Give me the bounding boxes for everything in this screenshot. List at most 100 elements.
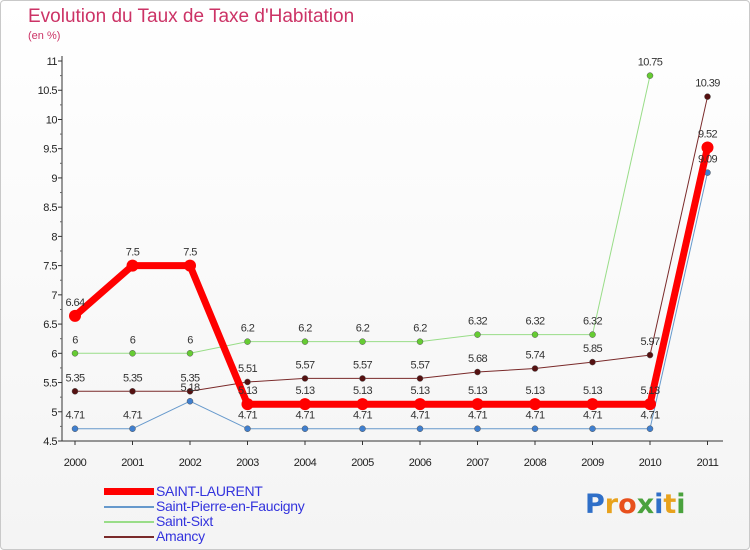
y-tick-label: 9 [51, 173, 57, 185]
data-label: 4.71 [468, 410, 487, 422]
data-label: 4.71 [583, 410, 602, 422]
legend-item: Saint-Sixt [104, 513, 404, 529]
data-label: 6 [187, 334, 193, 346]
legend: SAINT-LAURENT Saint-Pierre-en-Faucigny Sai… [104, 483, 404, 544]
legend-label: SAINT-LAURENT [156, 483, 263, 499]
x-tick-label: 2010 [639, 457, 662, 469]
data-label: 9.09 [698, 154, 717, 166]
data-point-saint-pierre-en-faucigny [531, 425, 539, 432]
series-line-saint-laurent [71, 144, 711, 408]
data-label: 10.75 [638, 57, 663, 69]
data-point-saint-pierre-en-faucigny [71, 425, 79, 432]
data-label: 4.71 [123, 410, 142, 422]
data-label: 5.13 [640, 385, 659, 397]
x-tick-label: 2006 [409, 457, 432, 469]
x-tick-label: 2002 [179, 457, 202, 469]
data-point-amancy [359, 375, 366, 382]
data-point-saint-pierre-en-faucigny [416, 425, 424, 432]
data-point-saint-pierre-en-faucigny [129, 425, 136, 432]
x-tick-label: 2007 [466, 457, 489, 469]
data-point-saint-laurent [471, 398, 484, 411]
data-point-amancy [474, 368, 481, 376]
legend-item: SAINT-LAURENT [104, 483, 404, 499]
data-point-saint-sixt [129, 350, 136, 357]
data-point-saint-pierre-en-faucigny [589, 425, 596, 432]
data-point-saint-sixt [474, 331, 481, 338]
x-tick-label: 2008 [524, 457, 547, 469]
y-tick-label: 6.5 [43, 319, 57, 331]
data-label: 5.13 [295, 385, 314, 397]
data-label: 4.71 [295, 410, 314, 422]
x-tick-label: 2003 [236, 457, 259, 469]
x-tick-label: 2004 [294, 457, 317, 469]
data-point-saint-sixt [301, 338, 309, 345]
y-tick-label: 6 [51, 348, 57, 360]
data-point-saint-laurent [126, 259, 139, 272]
data-point-saint-sixt [646, 72, 654, 79]
data-point-amancy [416, 375, 424, 382]
data-label: 10.39 [695, 78, 720, 90]
data-label: 4.71 [65, 410, 84, 422]
data-label: 6.2 [413, 323, 427, 335]
data-point-saint-laurent [529, 398, 541, 411]
data-label: 5.13 [468, 385, 487, 397]
data-label: 5.35 [65, 372, 84, 384]
data-point-saint-pierre-en-faucigny [646, 425, 654, 432]
data-label: 4.71 [353, 410, 372, 422]
data-point-saint-laurent [701, 141, 714, 154]
data-label: 5.13 [238, 385, 257, 397]
data-label: 4.71 [525, 410, 544, 422]
data-label: 5.57 [295, 359, 314, 371]
y-tick-label: 7.5 [43, 261, 57, 273]
data-label: 7.5 [126, 247, 140, 259]
y-tick-label: 7 [51, 290, 57, 302]
legend-swatch [104, 536, 154, 538]
data-point-amancy [129, 388, 136, 395]
data-point-saint-pierre-en-faucigny [359, 425, 366, 432]
data-label: 7.5 [183, 247, 197, 259]
data-point-saint-laurent [69, 309, 81, 322]
data-label: 4.71 [238, 410, 257, 422]
data-label: 5.97 [640, 336, 659, 348]
data-point-saint-laurent [414, 398, 426, 411]
data-label: 5.85 [583, 343, 602, 355]
data-label: 4.71 [410, 410, 429, 422]
data-label: 5.57 [353, 359, 372, 371]
data-label: 5.68 [468, 353, 487, 365]
y-tick-label: 5.5 [43, 378, 57, 390]
data-point-saint-sixt [244, 338, 251, 345]
data-label: 6.64 [65, 297, 84, 309]
data-label: 6.32 [525, 316, 544, 328]
y-tick-label: 10.5 [38, 85, 58, 97]
data-label: 4.71 [640, 410, 659, 422]
x-tick-label: 2009 [581, 457, 604, 469]
data-label: 5.18 [180, 382, 199, 394]
y-tick-label: 11 [47, 56, 58, 68]
series-line-amancy [74, 96, 708, 392]
data-label: 5.13 [353, 385, 372, 397]
data-label: 5.13 [410, 385, 429, 397]
data-label: 5.74 [525, 350, 544, 362]
data-label: 5.13 [583, 385, 602, 397]
data-label: 6.2 [241, 323, 255, 335]
data-point-amancy [589, 358, 596, 366]
data-label: 9.52 [698, 129, 717, 141]
data-point-saint-sixt [589, 331, 596, 338]
data-point-saint-pierre-en-faucigny [244, 425, 251, 432]
data-point-saint-laurent [356, 398, 369, 411]
data-point-saint-laurent [241, 398, 254, 411]
data-label: 6.32 [468, 316, 487, 328]
data-point-amancy [646, 351, 654, 359]
data-point-saint-pierre-en-faucigny [474, 425, 481, 432]
data-point-amancy [301, 375, 309, 382]
data-point-saint-laurent [644, 398, 656, 411]
data-label: 6.32 [583, 316, 602, 328]
data-label: 5.57 [410, 359, 429, 371]
data-point-saint-sixt [531, 331, 539, 338]
legend-swatch [104, 521, 154, 523]
x-tick-label: 2011 [697, 457, 719, 469]
data-point-amancy [704, 93, 711, 100]
data-point-saint-sixt [359, 338, 366, 345]
